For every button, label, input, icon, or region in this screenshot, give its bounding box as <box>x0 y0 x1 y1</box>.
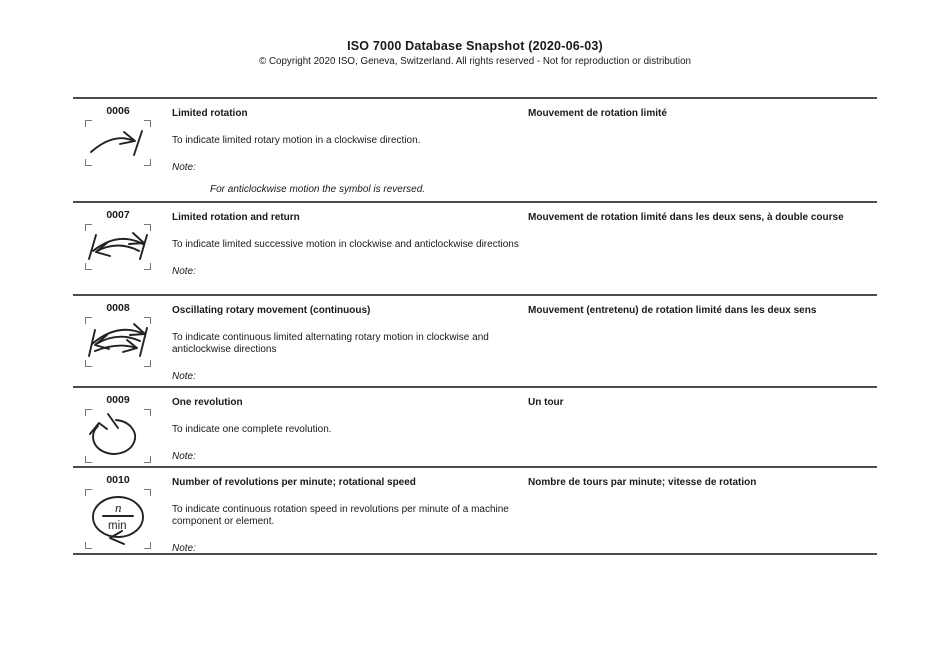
symbol-frame <box>85 224 151 270</box>
corner-mark-icon <box>144 360 151 367</box>
table-row: 0010 n min Number of revolution <box>73 466 877 555</box>
note-label: Note: <box>172 451 196 463</box>
corner-mark-icon <box>85 224 92 231</box>
corner-mark-icon <box>85 360 92 367</box>
row-description: To indicate limited rotary motion in a c… <box>172 135 421 146</box>
revolutions-per-minute-icon: n min <box>92 496 144 545</box>
english-cell: Limited rotation To indicate limited rot… <box>172 99 528 201</box>
corner-mark-icon <box>144 224 151 231</box>
symbols-table: 0006 Limited rotation To indicate limite… <box>73 97 877 555</box>
symbol-code: 0006 <box>106 105 130 117</box>
page-title: ISO 7000 Database Snapshot (2020-06-03) <box>347 39 603 53</box>
french-cell: Un tour <box>528 388 877 466</box>
symbol-code: 0010 <box>106 474 130 486</box>
symbol-frame: n min <box>85 489 151 549</box>
corner-mark-icon <box>144 409 151 416</box>
symbol-frame <box>85 317 151 367</box>
english-cell: Number of revolutions per minute; rotati… <box>172 468 528 555</box>
corner-mark-icon <box>144 317 151 324</box>
table-row: 0006 Limited rotation To indicate limite… <box>73 97 877 201</box>
row-title-en: Limited rotation <box>172 108 248 119</box>
symbol-cell: 0008 <box>73 296 172 386</box>
corner-mark-icon <box>144 263 151 270</box>
symbol-cell: 0006 <box>73 99 172 201</box>
row-title-en: One revolution <box>172 397 243 408</box>
symbol-frame <box>85 409 151 463</box>
row-title-fr: Mouvement (entretenu) de rotation limité… <box>528 305 817 316</box>
corner-mark-icon <box>85 263 92 270</box>
table-row: 0008 <box>73 294 877 386</box>
limited-rotation-icon <box>90 130 143 156</box>
symbol-code: 0008 <box>106 302 130 314</box>
note-label: Note: <box>172 371 196 383</box>
note-label: Note: <box>172 266 196 278</box>
table-row: 0009 One revolution To indicate one comp… <box>73 386 877 466</box>
corner-mark-icon <box>144 159 151 166</box>
corner-mark-icon <box>85 120 92 127</box>
symbol-code: 0009 <box>106 394 130 406</box>
english-cell: Oscillating rotary movement (continuous)… <box>172 296 528 386</box>
table-row: 0007 Limited rot <box>73 201 877 294</box>
french-cell: Mouvement de rotation limité <box>528 99 877 201</box>
french-cell: Mouvement (entretenu) de rotation limité… <box>528 296 877 386</box>
row-title-fr: Un tour <box>528 397 564 408</box>
copyright-line: © Copyright 2020 ISO, Geneva, Switzerlan… <box>259 56 691 67</box>
symbol-numerator-text: n <box>115 500 122 515</box>
corner-mark-icon <box>144 456 151 463</box>
row-description: To indicate one complete revolution. <box>172 424 332 435</box>
english-cell: Limited rotation and return To indicate … <box>172 203 528 294</box>
french-cell: Mouvement de rotation limité dans les de… <box>528 203 877 294</box>
english-cell: One revolution To indicate one complete … <box>172 388 528 466</box>
corner-mark-icon <box>144 120 151 127</box>
row-title-en: Number of revolutions per minute; rotati… <box>172 477 416 488</box>
symbol-frame <box>85 120 151 166</box>
symbol-cell: 0009 <box>73 388 172 466</box>
symbol-cell: 0007 <box>73 203 172 294</box>
row-title-fr: Mouvement de rotation limité dans les de… <box>528 212 844 223</box>
oscillating-rotary-icon <box>88 323 148 357</box>
note-label: Note: <box>172 543 196 555</box>
row-title-en: Limited rotation and return <box>172 212 300 223</box>
row-description: To indicate continuous limited alternati… <box>172 332 489 356</box>
row-description: To indicate continuous rotation speed in… <box>172 504 509 528</box>
row-title-en: Oscillating rotary movement (continuous) <box>172 305 371 316</box>
symbol-denominator-text: min <box>108 520 127 532</box>
limited-rotation-return-icon <box>88 232 148 260</box>
note-label: Note: <box>172 162 196 174</box>
corner-mark-icon <box>85 409 92 416</box>
symbol-cell: 0010 n min <box>73 468 172 553</box>
corner-mark-icon <box>85 489 92 496</box>
symbol-code: 0007 <box>106 209 130 221</box>
row-description: To indicate limited successive motion in… <box>172 239 519 250</box>
french-cell: Nombre de tours par minute; vitesse de r… <box>528 468 877 553</box>
one-revolution-icon <box>89 413 136 455</box>
corner-mark-icon <box>144 489 151 496</box>
row-title-fr: Mouvement de rotation limité <box>528 108 667 119</box>
row-title-fr: Nombre de tours par minute; vitesse de r… <box>528 477 757 488</box>
corner-mark-icon <box>85 542 92 549</box>
note-text: For anticlockwise motion the symbol is r… <box>210 184 426 196</box>
corner-mark-icon <box>85 317 92 324</box>
corner-mark-icon <box>144 542 151 549</box>
corner-mark-icon <box>85 159 92 166</box>
corner-mark-icon <box>85 456 92 463</box>
